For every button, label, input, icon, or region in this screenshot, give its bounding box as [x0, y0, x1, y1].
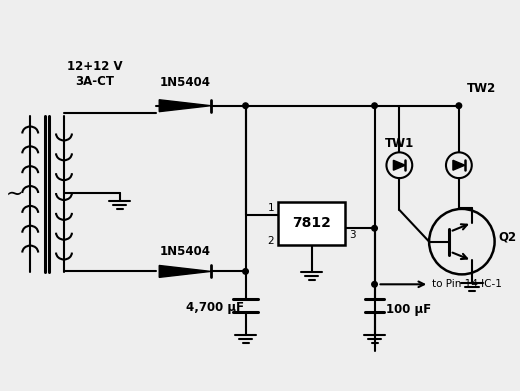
Text: 3A-CT: 3A-CT [75, 75, 114, 88]
Text: 1N5404: 1N5404 [160, 245, 211, 258]
Text: to Pin 14 IC-1: to Pin 14 IC-1 [432, 279, 502, 289]
Circle shape [456, 103, 462, 108]
Bar [278, 202, 345, 245]
Text: 1: 1 [268, 203, 275, 213]
Polygon shape [453, 160, 465, 170]
Polygon shape [159, 100, 211, 112]
Text: Q2: Q2 [499, 230, 517, 243]
Circle shape [372, 282, 378, 287]
Polygon shape [394, 160, 405, 170]
Text: TW1: TW1 [385, 137, 414, 150]
Text: 12+12 V: 12+12 V [67, 59, 123, 72]
Text: 1N5404: 1N5404 [160, 76, 211, 90]
Text: 7812: 7812 [292, 216, 331, 230]
Text: $\sim$: $\sim$ [1, 183, 22, 203]
Circle shape [243, 269, 249, 274]
Circle shape [372, 226, 378, 231]
Text: TW2: TW2 [467, 83, 496, 95]
Text: 100 μF: 100 μF [386, 303, 432, 316]
Polygon shape [159, 265, 211, 277]
Text: 2: 2 [268, 236, 275, 246]
Circle shape [372, 103, 378, 108]
Text: 4,700 μF: 4,700 μF [186, 301, 244, 314]
Circle shape [243, 103, 249, 108]
Text: 3: 3 [349, 230, 355, 240]
